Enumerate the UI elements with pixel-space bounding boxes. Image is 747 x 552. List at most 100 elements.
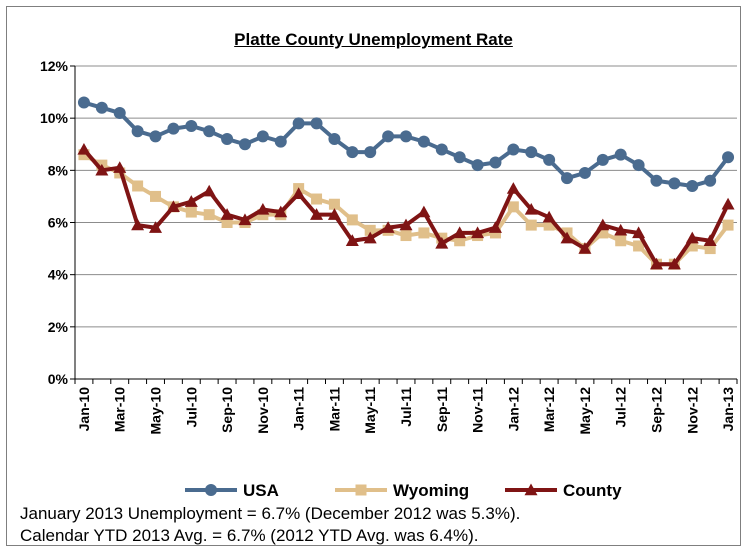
data-point <box>292 117 305 130</box>
data-point <box>132 180 144 192</box>
y-tick-label: 12% <box>40 58 69 74</box>
data-point <box>703 234 717 246</box>
x-tick-label: May-10 <box>148 387 164 435</box>
data-point <box>131 125 144 138</box>
data-point <box>149 130 162 143</box>
data-point <box>524 202 538 215</box>
data-point <box>256 202 270 215</box>
data-point <box>722 151 735 164</box>
data-point <box>221 217 233 228</box>
data-point <box>131 218 145 231</box>
data-point <box>150 190 162 202</box>
data-point <box>149 221 163 233</box>
data-point <box>597 227 609 239</box>
legend-label: County <box>563 481 622 500</box>
grid-layer <box>75 65 737 328</box>
data-point <box>454 235 466 247</box>
data-point <box>525 146 538 159</box>
data-point <box>632 159 645 172</box>
data-point <box>328 198 340 210</box>
data-point <box>184 195 198 207</box>
legend-label: USA <box>243 481 279 500</box>
data-point <box>525 219 537 231</box>
y-tick-label: 10% <box>40 110 69 126</box>
data-point <box>560 231 574 244</box>
data-point <box>328 133 341 146</box>
data-point <box>417 205 431 218</box>
data-point <box>524 483 538 496</box>
legend: USA Wyoming County <box>185 481 622 500</box>
data-point <box>471 159 484 172</box>
data-point <box>489 227 501 239</box>
x-tick-label: May-12 <box>577 387 593 435</box>
data-point <box>453 226 467 239</box>
data-point <box>310 117 323 130</box>
data-point <box>596 218 610 231</box>
x-tick-label: Mar-12 <box>541 387 557 432</box>
x-tick-label: Mar-10 <box>112 387 128 432</box>
data-point <box>399 218 413 231</box>
x-tick-label: Nov-11 <box>470 387 486 433</box>
data-point <box>220 208 234 220</box>
data-point <box>203 125 216 138</box>
series-line <box>83 100 730 188</box>
data-point <box>543 153 556 166</box>
data-point <box>346 214 358 226</box>
data-point <box>238 138 251 151</box>
data-point <box>614 148 627 161</box>
data-point <box>632 226 646 239</box>
x-tick-label: Jan-11 <box>291 387 307 431</box>
x-tick-label: Nov-10 <box>255 387 271 434</box>
data-point <box>95 163 109 176</box>
x-tick-label: Jan-12 <box>505 387 521 432</box>
data-point <box>507 143 520 156</box>
y-tick-label: 8% <box>48 162 69 178</box>
series-county <box>77 142 735 270</box>
data-point <box>400 230 412 242</box>
x-tick-label: Jul-10 <box>183 387 199 428</box>
data-point <box>364 146 377 159</box>
data-point <box>667 257 681 270</box>
data-point <box>166 200 180 213</box>
data-point <box>489 156 502 169</box>
data-point <box>203 209 215 221</box>
x-tick-label: Jan-10 <box>76 387 92 432</box>
data-point <box>238 213 252 226</box>
data-point <box>381 221 395 233</box>
data-point <box>346 146 359 159</box>
note-current-month: January 2013 Unemployment = 6.7% (Decemb… <box>20 504 521 523</box>
data-point <box>77 142 91 155</box>
data-point <box>327 208 341 220</box>
data-point <box>435 143 448 156</box>
data-point <box>453 151 466 164</box>
data-point <box>257 209 269 221</box>
data-point <box>355 484 367 496</box>
data-point <box>221 133 234 146</box>
data-point <box>274 135 287 148</box>
data-point <box>668 177 681 190</box>
x-tick-label: Jul-12 <box>613 387 629 428</box>
data-point <box>488 221 502 233</box>
y-tick-label: 6% <box>48 215 69 231</box>
legend-item-county: County <box>505 481 622 500</box>
axis-layer: 0% 2% 4% 6% 8% 10% 12% Jan-10 Mar-10 May-10 Jul-10… <box>40 58 738 435</box>
series-line <box>82 152 730 267</box>
x-tick-label: Sep-10 <box>219 387 235 433</box>
data-point <box>561 172 574 185</box>
data-point <box>167 122 180 135</box>
data-point <box>292 187 306 200</box>
x-tick-label: Sep-11 <box>434 387 450 432</box>
data-point <box>95 101 108 114</box>
data-point <box>382 130 395 143</box>
data-point <box>704 174 717 187</box>
data-point <box>364 224 376 236</box>
data-point <box>256 130 269 143</box>
data-point <box>542 210 556 223</box>
data-point <box>614 223 628 236</box>
data-point <box>185 206 197 218</box>
y-tick-label: 4% <box>48 267 69 283</box>
data-point <box>685 231 699 244</box>
series-usa <box>77 96 735 192</box>
data-point <box>77 96 90 109</box>
